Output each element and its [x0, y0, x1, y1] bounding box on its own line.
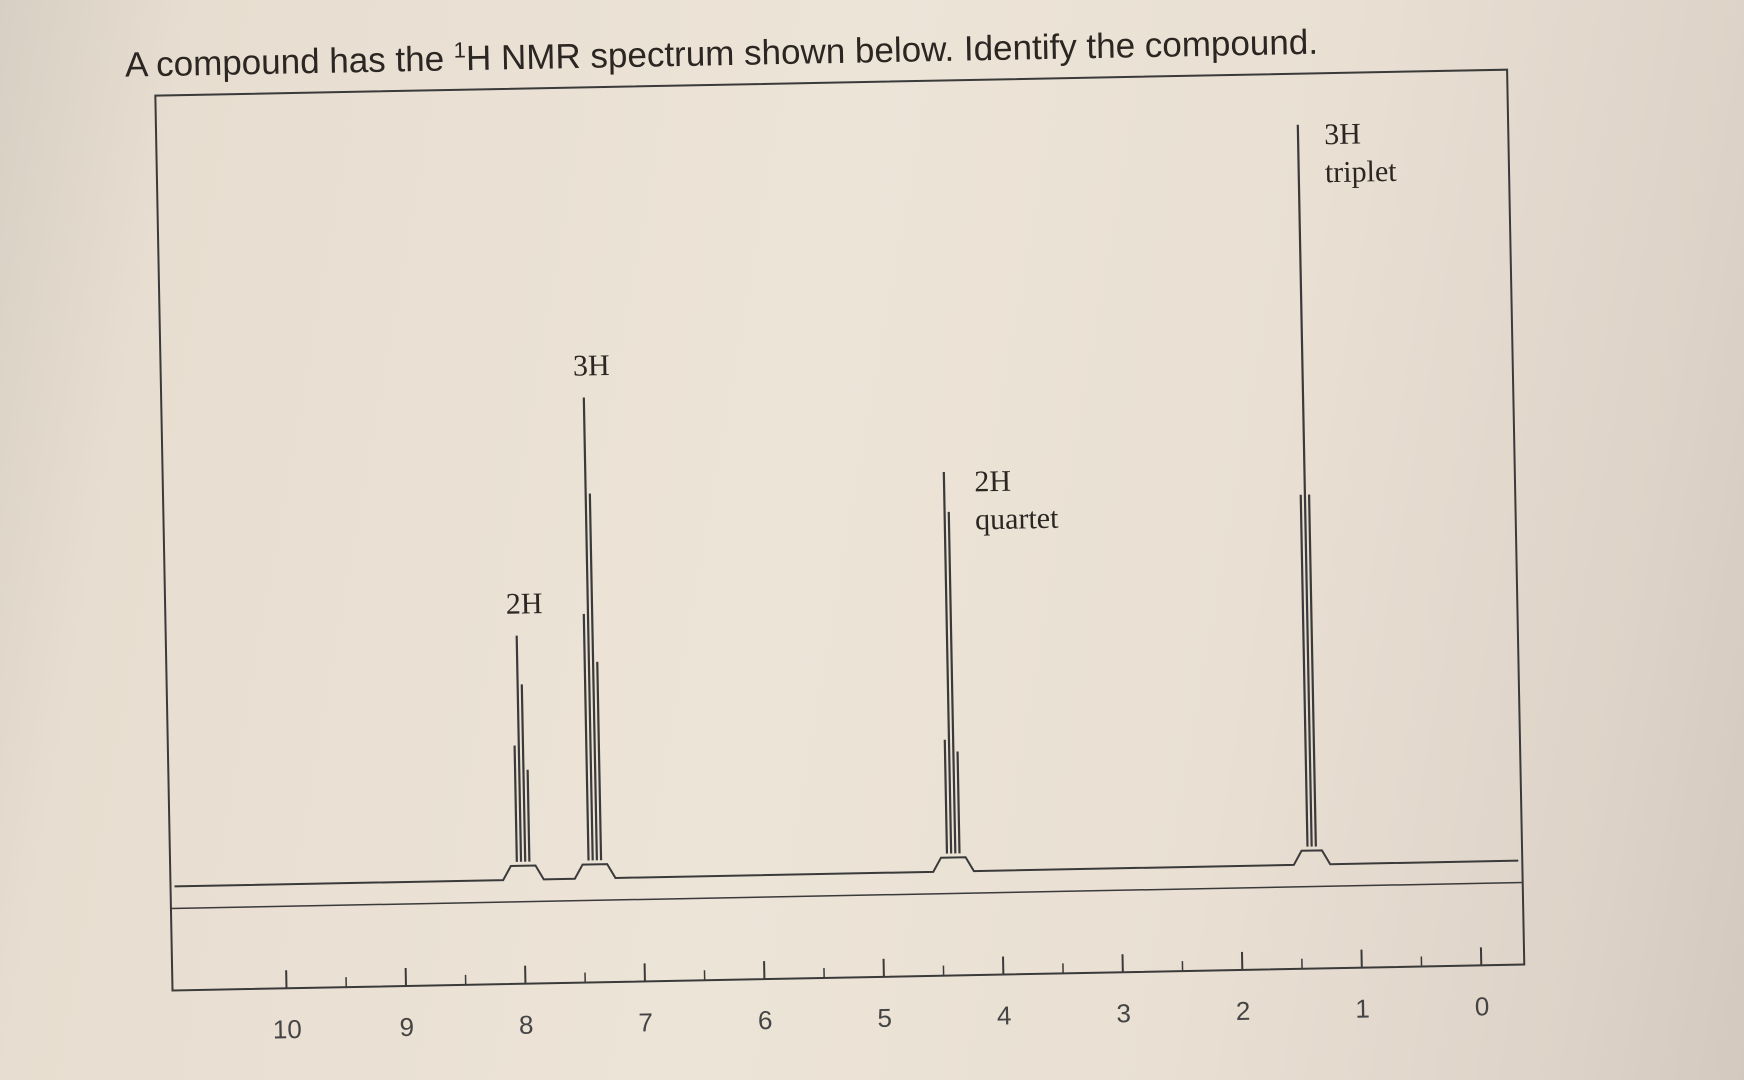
peak-line	[582, 397, 594, 861]
x-tick-label: 7	[638, 1007, 653, 1037]
peak-line	[1307, 494, 1317, 847]
peak-line	[956, 751, 961, 854]
peak-line	[1296, 124, 1313, 847]
peak-multiplicity-label: triplet	[1325, 155, 1398, 189]
peak-line	[513, 745, 518, 862]
x-tick-label: 8	[519, 1010, 534, 1040]
peak-line	[1299, 494, 1309, 847]
peak-line	[515, 635, 523, 862]
x-tick-label: 10	[273, 1014, 302, 1045]
peak-integration-label: 3H	[1324, 118, 1361, 152]
peak-integration-label: 2H	[506, 587, 543, 621]
peak-line	[582, 613, 590, 861]
peak-line	[520, 684, 527, 862]
peak-line	[947, 511, 957, 854]
x-tick-label: 6	[758, 1005, 773, 1035]
peak-integration-label: 3H	[573, 349, 610, 383]
baseline-separator	[170, 881, 1523, 910]
peak-line	[943, 739, 949, 854]
x-tick-label: 3	[1116, 998, 1131, 1028]
x-tick-label: 1	[1355, 993, 1370, 1023]
chart-frame	[154, 68, 1526, 992]
peak-line	[526, 769, 531, 862]
peak-line	[588, 493, 598, 861]
x-tick-label: 9	[399, 1012, 414, 1042]
x-tick-label: 5	[877, 1003, 892, 1033]
peak-multiplicity-label: quartet	[975, 502, 1060, 537]
x-tick-label: 2	[1236, 996, 1251, 1026]
peak-integration-label: 2H	[974, 465, 1011, 499]
spectrum-trace	[174, 849, 1519, 888]
x-tick-label: 0	[1475, 991, 1490, 1021]
x-tick-label: 4	[997, 1000, 1012, 1030]
peak-line	[596, 661, 603, 861]
peak-line	[942, 471, 953, 854]
